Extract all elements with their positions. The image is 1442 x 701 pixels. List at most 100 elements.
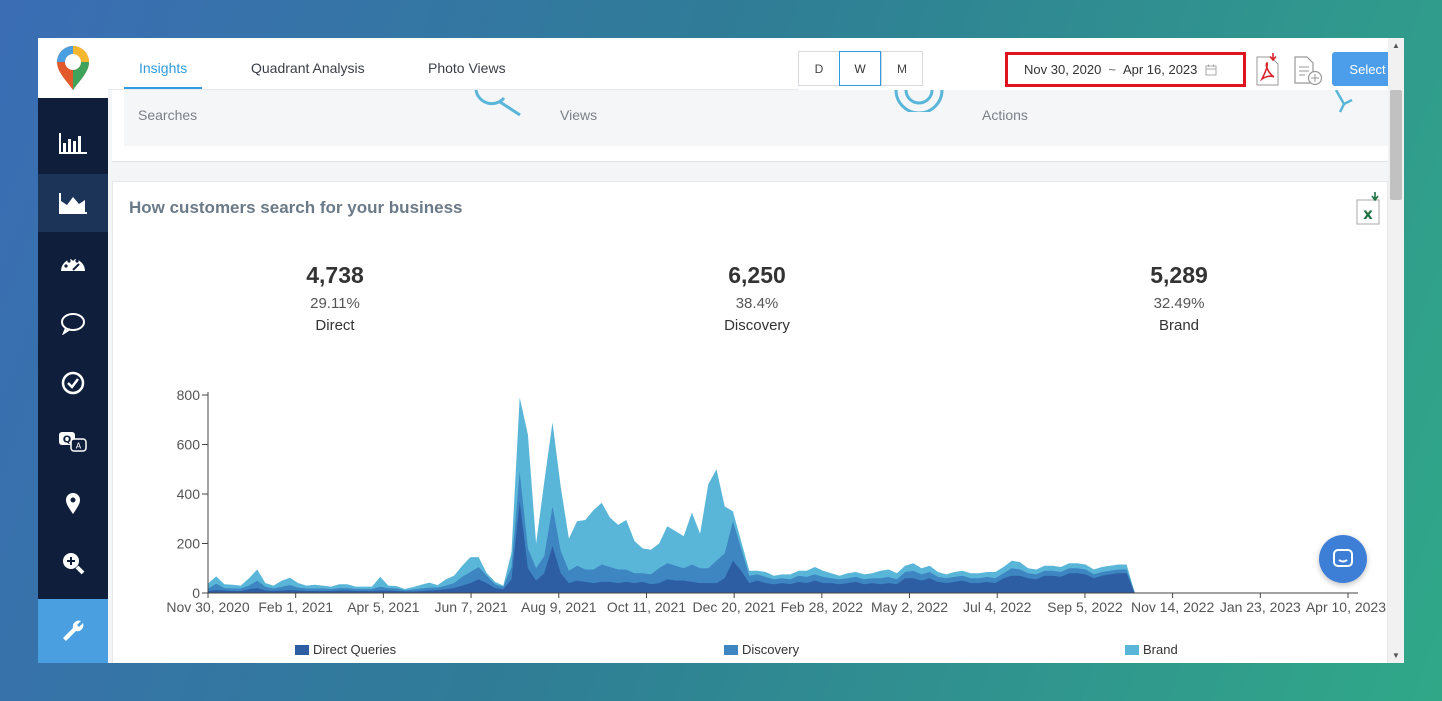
- x-tick-label: Oct 11, 2021: [607, 599, 686, 615]
- sidebar-item-dashboard[interactable]: [38, 234, 108, 292]
- sidebar-item-qa[interactable]: Q A: [38, 414, 108, 472]
- search-chart-card: How customers search for your business x…: [112, 181, 1388, 663]
- stat-brand: 5,289 32.49% Brand: [1079, 262, 1279, 334]
- summary-label-views: Views: [560, 107, 598, 123]
- magnifier-icon: [474, 90, 521, 117]
- stat-discovery: 6,250 38.4% Discovery: [657, 262, 857, 334]
- tab-divider: [108, 89, 798, 90]
- wrench-icon: [63, 620, 84, 641]
- top-bar: Insights Quadrant Analysis Photo Views D…: [108, 38, 1404, 90]
- app-window: Q A Searches: [38, 38, 1404, 663]
- chat-bubble-icon: [61, 313, 85, 335]
- calendar-icon: [1205, 64, 1217, 75]
- legend-label-brand: Brand: [1143, 642, 1178, 657]
- sidebar-item-locations[interactable]: [38, 474, 108, 532]
- sidebar-item-tasks[interactable]: [38, 354, 108, 412]
- legend-label-direct: Direct Queries: [313, 642, 397, 657]
- sidebar-item-search[interactable]: [38, 534, 108, 592]
- scroll-thumb[interactable]: [1390, 90, 1402, 200]
- x-tick-label: Nov 14, 2022: [1131, 599, 1214, 615]
- y-tick-label: 800: [177, 387, 201, 403]
- live-chat-button[interactable]: [1319, 535, 1367, 583]
- tab-insights[interactable]: Insights: [139, 60, 188, 76]
- summary-label-searches: Searches: [138, 107, 198, 123]
- summary-card: Searches Views Actions: [112, 90, 1388, 162]
- sidebar: Q A: [38, 38, 108, 663]
- scroll-up-arrow-icon[interactable]: ▲: [1392, 41, 1400, 50]
- area-series-brand: [208, 397, 1348, 593]
- legend-swatch-discovery: [724, 644, 738, 655]
- vertical-scrollbar[interactable]: ▲ ▼: [1388, 38, 1404, 663]
- stat-brand-value: 5,289: [1150, 262, 1208, 288]
- granularity-week-button[interactable]: W: [839, 51, 881, 86]
- x-tick-label: Jul 4, 2022: [963, 599, 1032, 615]
- stat-direct-percent: 29.11%: [310, 295, 360, 312]
- summary-label-actions: Actions: [982, 107, 1028, 123]
- svg-text:A: A: [76, 442, 82, 451]
- granularity-day-button[interactable]: D: [798, 51, 840, 86]
- svg-text:x: x: [1363, 205, 1373, 223]
- sidebar-item-reviews[interactable]: [38, 294, 108, 352]
- stat-direct-label: Direct: [315, 317, 355, 334]
- y-tick-label: 200: [177, 536, 201, 552]
- legend-swatch-brand: [1125, 644, 1139, 655]
- x-tick-label: Aug 9, 2021: [521, 599, 597, 615]
- stat-discovery-percent: 38.4%: [735, 295, 779, 312]
- location-pin-icon: [66, 493, 80, 514]
- x-tick-label: May 2, 2022: [871, 599, 948, 615]
- add-file-icon[interactable]: [1292, 53, 1324, 87]
- summary-strip: Searches Views Actions: [124, 90, 1388, 146]
- stacked-area-chart: 0 200 400 600 800 Nov 30, 2020 Feb 1, 2021 Apr …: [166, 387, 1386, 615]
- x-tick-label: Jun 7, 2021: [434, 599, 507, 615]
- x-tick-label: Feb 1, 2021: [258, 599, 333, 615]
- qa-icon: Q A: [59, 432, 87, 452]
- x-tick-label: Feb 28, 2022: [781, 599, 864, 615]
- chat-icon: [1333, 549, 1353, 567]
- stat-discovery-value: 6,250: [728, 262, 786, 288]
- date-range-picker[interactable]: Nov 30, 2020 ~ Apr 16, 2023: [1005, 52, 1246, 87]
- zoom-in-icon: [63, 553, 85, 575]
- legend-direct-queries[interactable]: Direct Queries: [295, 642, 396, 657]
- legend-brand[interactable]: Brand: [1125, 642, 1178, 657]
- sidebar-item-insights[interactable]: [38, 174, 108, 232]
- area-chart-icon: [59, 193, 87, 214]
- sidebar-item-tools[interactable]: [38, 599, 108, 663]
- x-tick-label: Sep 5, 2022: [1047, 599, 1123, 615]
- legend-swatch-direct: [295, 644, 309, 655]
- x-tick-label: Apr 10, 2023: [1306, 599, 1386, 615]
- x-tick-label: Nov 30, 2020: [166, 599, 249, 615]
- tab-quadrant-analysis[interactable]: Quadrant Analysis: [251, 60, 365, 76]
- dashboard-gauge-icon: [61, 257, 85, 271]
- area-series-discovery: [208, 471, 1348, 593]
- scroll-down-arrow-icon[interactable]: ▼: [1392, 651, 1400, 660]
- y-tick-label: 400: [177, 486, 201, 502]
- x-tick-label: Jan 23, 2023: [1220, 599, 1301, 615]
- pointer-icon: [1334, 90, 1353, 113]
- stat-discovery-label: Discovery: [724, 317, 790, 334]
- x-tick-label: Apr 5, 2021: [347, 599, 420, 615]
- stat-brand-percent: 32.49%: [1153, 295, 1205, 312]
- sidebar-item-reports[interactable]: [38, 114, 108, 172]
- active-tab-indicator: [124, 87, 202, 89]
- legend-discovery[interactable]: Discovery: [724, 642, 799, 657]
- bar-chart-icon: [59, 133, 87, 154]
- eye-icon: [894, 90, 944, 112]
- check-circle-icon: [61, 371, 85, 395]
- card-title: How customers search for your business: [129, 198, 463, 217]
- y-tick-label: 600: [177, 437, 201, 453]
- tab-photo-views[interactable]: Photo Views: [428, 60, 506, 76]
- x-tick-label: Dec 20, 2021: [693, 599, 776, 615]
- y-tick-label: 0: [192, 585, 200, 601]
- svg-text:Q: Q: [63, 435, 72, 446]
- date-range-end: Apr 16, 2023: [1122, 62, 1198, 77]
- stat-brand-label: Brand: [1158, 317, 1200, 334]
- legend-label-discovery: Discovery: [742, 642, 800, 657]
- date-range-separator: ~: [1108, 62, 1116, 77]
- stat-direct-value: 4,738: [306, 262, 364, 288]
- logo-pin-icon: [57, 46, 89, 90]
- pdf-download-icon[interactable]: [1254, 53, 1282, 87]
- date-range-start: Nov 30, 2020: [1024, 62, 1102, 77]
- app-logo[interactable]: [38, 38, 108, 98]
- excel-download-icon[interactable]: x: [1355, 192, 1381, 226]
- granularity-month-button[interactable]: M: [881, 51, 923, 86]
